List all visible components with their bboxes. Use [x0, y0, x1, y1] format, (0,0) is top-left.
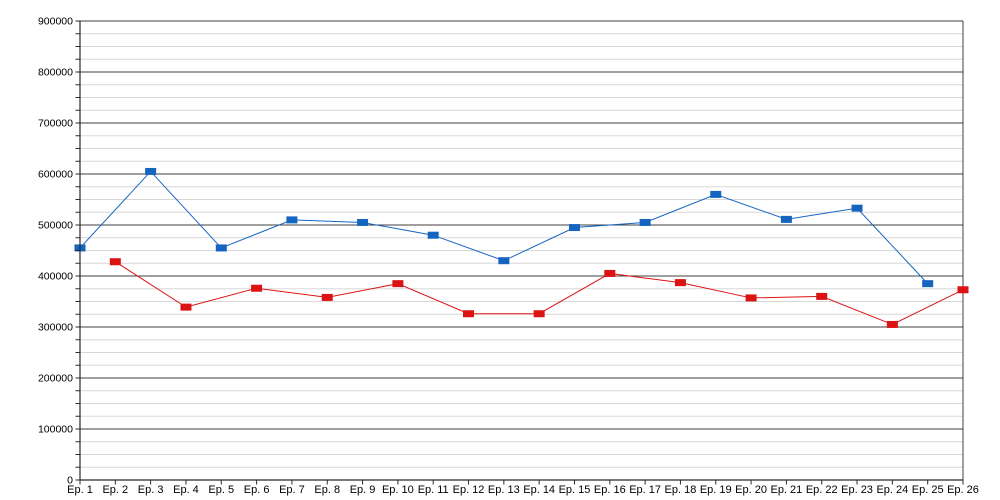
x-axis-tick-label: Ep. 24: [876, 484, 908, 496]
red-series-marker-ep-26: [957, 286, 969, 294]
x-axis-tick-label: Ep. 16: [594, 484, 626, 496]
y-axis-tick-label: 0: [67, 475, 73, 487]
red-series-marker-ep-6: [251, 284, 263, 292]
red-series-marker-ep-10: [392, 280, 404, 288]
y-axis-tick-label: 100000: [38, 424, 73, 436]
blue-series-marker-ep-25: [922, 280, 934, 288]
blue-series-marker-ep-15: [568, 224, 580, 232]
minor-gridlines: [80, 33, 963, 468]
y-axis-tick-label: 200000: [38, 373, 73, 385]
data-series: [74, 167, 969, 328]
x-axis-tick-label: Ep. 20: [735, 484, 767, 496]
x-axis-tick-label: Ep. 15: [559, 484, 591, 496]
red-series-marker-ep-18: [674, 279, 686, 287]
x-axis-tick-label: Ep. 12: [453, 484, 485, 496]
y-axis-tick-label: 400000: [38, 271, 73, 283]
blue-series-marker-ep-19: [710, 190, 722, 198]
x-axis-tick-label: Ep. 10: [382, 484, 414, 496]
x-axis-tick-label: Ep. 9: [350, 484, 376, 496]
red-series-marker-ep-20: [745, 294, 757, 302]
x-axis-tick-label: Ep. 26: [947, 484, 979, 496]
red-series-marker-ep-12: [463, 310, 475, 318]
blue-series-line: [79, 170, 929, 284]
y-axis-tick-label: 700000: [38, 118, 73, 130]
red-series-marker-ep-8: [321, 293, 333, 301]
red-series: [109, 258, 969, 328]
x-axis-tick-label: Ep. 18: [665, 484, 697, 496]
x-axis-tick-label: Ep. 6: [244, 484, 270, 496]
red-series-marker-ep-2: [109, 258, 121, 266]
x-axis-tick-label: Ep. 4: [173, 484, 199, 496]
y-axis-tick-label: 900000: [38, 16, 73, 28]
x-axis-tick-label: Ep. 21: [770, 484, 802, 496]
blue-series-marker-ep-7: [286, 216, 298, 224]
blue-series-marker-ep-5: [215, 244, 227, 252]
blue-series-marker-ep-21: [780, 215, 792, 223]
x-axis-tick-label: Ep. 5: [208, 484, 234, 496]
blue-series-marker-ep-17: [639, 218, 651, 226]
x-axis-tick-label: Ep. 25: [912, 484, 944, 496]
y-axis-tick-label: 300000: [38, 322, 73, 334]
x-axis-tick-label: Ep. 1: [67, 484, 93, 496]
x-axis-tick-label: Ep. 8: [314, 484, 340, 496]
blue-series-marker-ep-13: [498, 257, 510, 265]
x-axis-tick-label: Ep. 3: [138, 484, 164, 496]
y-axis-tick-label: 600000: [38, 169, 73, 181]
blue-series-marker-ep-23: [851, 204, 863, 212]
red-series-marker-ep-22: [816, 292, 828, 300]
blue-series-marker-ep-9: [357, 218, 369, 226]
blue-series-marker-ep-11: [427, 231, 439, 239]
x-axis-tick-label: Ep. 22: [806, 484, 838, 496]
x-axis-tick-label: Ep. 7: [279, 484, 305, 496]
x-axis-tick-label: Ep. 13: [488, 484, 520, 496]
x-axis-tick-label: Ep. 14: [523, 484, 555, 496]
red-series-marker-ep-16: [604, 269, 616, 277]
blue-series: [74, 167, 934, 288]
axis-labels: 0 100000 200000 300000 400000 500000 600000 700…: [38, 16, 979, 497]
x-axis-tick-label: Ep. 11: [418, 484, 449, 496]
blue-series-marker-ep-3: [145, 167, 157, 175]
major-gridlines: [80, 20, 964, 480]
y-axis-tick-label: 800000: [38, 67, 73, 79]
red-series-marker-ep-4: [180, 303, 192, 311]
red-series-marker-ep-24: [886, 320, 898, 328]
x-axis-tick-label: Ep. 17: [629, 484, 661, 496]
x-axis-tick-label: Ep. 19: [700, 484, 732, 496]
axes: [75, 20, 964, 485]
y-axis-tick-label: 500000: [38, 220, 73, 232]
x-axis-tick-label: Ep. 23: [841, 484, 873, 496]
red-series-marker-ep-14: [533, 310, 545, 318]
x-axis-tick-label: Ep. 2: [102, 484, 128, 496]
